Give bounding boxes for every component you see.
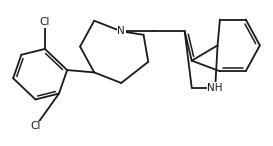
- Text: Cl: Cl: [30, 121, 41, 131]
- Text: NH: NH: [207, 83, 223, 93]
- Text: N: N: [117, 26, 125, 36]
- Text: Cl: Cl: [40, 17, 50, 27]
